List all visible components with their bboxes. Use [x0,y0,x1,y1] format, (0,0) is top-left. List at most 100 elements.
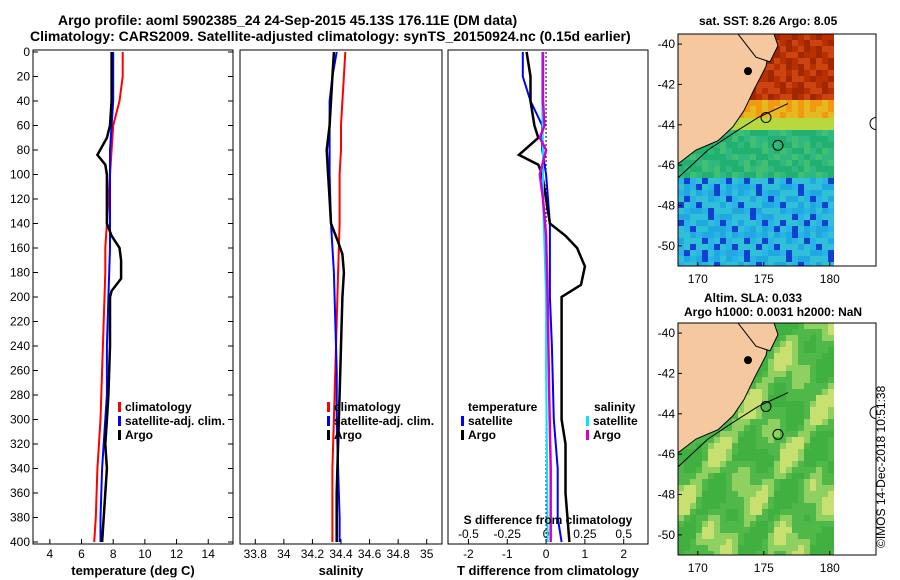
map-cell [678,256,684,262]
map-cell [678,473,684,479]
map-cell [804,491,810,497]
map-cell [810,166,816,172]
map-cell [780,112,786,118]
x-tick-label: 35 [420,547,434,561]
map-cell [756,244,762,250]
map-cell [714,545,720,551]
map-cell [816,437,822,443]
map-cell [690,485,696,491]
y-tick-label: 180 [10,266,30,280]
map-cell [798,419,804,425]
contour-ring [772,139,784,151]
map-cell [762,148,768,154]
map-cell [822,148,828,154]
map-cell [810,160,816,166]
x-tick-label: 10 [138,547,152,561]
map-cell [708,455,714,461]
map-cell [780,323,786,329]
map-cell [822,142,828,148]
map-cell [702,497,708,503]
map-cell [756,515,762,521]
sla-lat-label: -46 [658,447,676,461]
map-cell [792,425,798,431]
map-cell [798,443,804,449]
map-cell [810,70,816,76]
map-cell [726,503,732,509]
map-cell [744,431,750,437]
map-cell [708,244,714,250]
map-cell [774,431,780,437]
map-cell [762,70,768,76]
y-tick-label: 260 [10,364,30,378]
map-cell [822,46,828,52]
map-cell [798,329,804,335]
map-cell [822,244,828,250]
map-cell [810,473,816,479]
map-cell [780,166,786,172]
map-cell [780,467,786,473]
map-cell [798,262,804,266]
map-cell [810,250,816,256]
map-cell [774,88,780,94]
map-cell [774,220,780,226]
map-cell [804,341,810,347]
map-cell [708,431,714,437]
map-cell [816,545,822,551]
map-cell [756,407,762,413]
map-cell [792,389,798,395]
map-cell [696,485,702,491]
map-cell [774,443,780,449]
bathymetry-contour [678,103,789,179]
map-cell [750,473,756,479]
map-cell [816,521,822,527]
map-cell [684,497,690,503]
map-cell [810,383,816,389]
map-cell [828,395,834,401]
map-cell [810,130,816,136]
map-cell [816,329,822,335]
map-cell [786,485,792,491]
map-cell [816,100,822,106]
map-cell [696,473,702,479]
map-cell [708,443,714,449]
map-cell [786,178,792,184]
map-cell [798,359,804,365]
map-cell [804,178,810,184]
y-tick-label: 240 [10,339,30,353]
map-cell [708,551,714,555]
map-cell [750,521,756,527]
map-cell [786,64,792,70]
coast-marker [744,67,752,76]
map-cell [762,437,768,443]
map-cell [750,166,756,172]
map-cell [792,437,798,443]
map-cell [810,461,816,467]
x-tick-label: 34.8 [386,547,410,561]
map-cell [786,479,792,485]
map-cell [774,130,780,136]
map-cell [696,479,702,485]
map-cell [678,533,684,539]
map-cell [696,154,702,160]
map-cell [738,124,744,130]
map-cell [762,479,768,485]
map-cell [774,371,780,377]
map-cell [780,208,786,214]
north-island-land [737,323,779,352]
y-tick-label: 340 [10,462,30,476]
map-cell [678,521,684,527]
map-cell [792,509,798,515]
map-cell [804,76,810,82]
map-cell [708,467,714,473]
map-cell [744,136,750,142]
map-cell [792,497,798,503]
map-cell [684,545,690,551]
map-cell [762,425,768,431]
map-cell [774,58,780,64]
map-cell [750,238,756,244]
map-cell [756,214,762,220]
map-cell [798,461,804,467]
map-cell [696,202,702,208]
map-cell [774,383,780,389]
map-cell [762,190,768,196]
